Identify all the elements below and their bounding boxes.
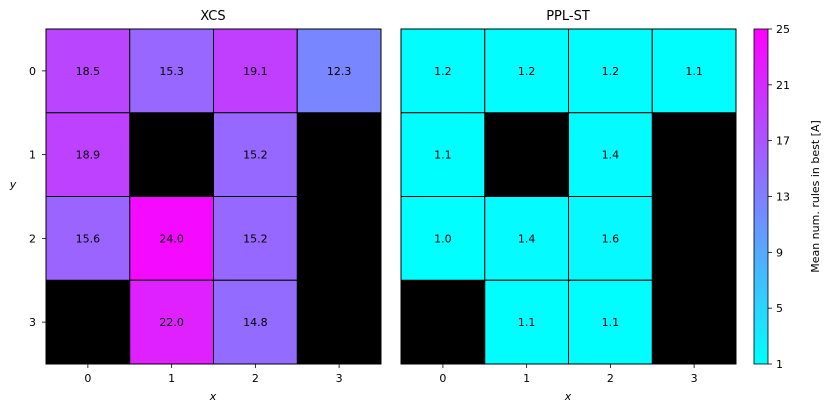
cell-value-label: 1.1 [434, 149, 452, 162]
cell-value-label: 1.6 [602, 232, 620, 245]
cell-value-label: 15.3 [159, 65, 184, 78]
heatmap-cell [129, 196, 214, 281]
heatmap-cell [45, 196, 131, 281]
cell-value-label: 1.1 [602, 316, 620, 329]
heatmap-cell [568, 196, 653, 281]
cell-value-label: 15.6 [76, 232, 101, 245]
cell-value-label: 1.2 [518, 65, 536, 78]
cell-value-label: 14.8 [243, 316, 268, 329]
cell-value-label: 1.2 [434, 65, 452, 78]
cell-value-label: 1.4 [518, 232, 536, 245]
colorbar-label: Mean num. rules in best [A] [809, 120, 822, 273]
cell-value-label: 1.1 [518, 316, 536, 329]
heatmap-cells-xcs: 18.5 15.3 19.1 12.3 18.9 15.2 15.6 24.0 15.2 22.0… [45, 28, 382, 365]
colorbar-gradient [753, 28, 769, 365]
y-tick-label: 2 [29, 232, 36, 245]
y-tick-label: 3 [29, 316, 36, 329]
x-tick-label: 2 [252, 372, 259, 385]
colorbar-tick-label: 1 [776, 358, 783, 371]
cell-value-label: 1.4 [602, 149, 620, 162]
cell-value-label: 15.2 [243, 149, 268, 162]
colorbar-tick-label: 9 [776, 246, 783, 259]
cell-value-label: 24.0 [159, 232, 184, 245]
x-ticks-ppl-st: 0 1 2 3 [439, 364, 698, 385]
colorbar-tick-label: 25 [776, 23, 790, 36]
x-ticks-xcs: 0 1 2 3 [84, 364, 343, 385]
cell-value-label: 1.2 [602, 65, 620, 78]
x-tick-label: 0 [439, 372, 446, 385]
heatmap-cell [568, 28, 653, 114]
cell-value-label: 19.1 [243, 65, 268, 78]
heatmap-cell [568, 279, 653, 365]
heatmap-cell [213, 196, 298, 281]
x-axis-label-xcs: x [209, 390, 217, 403]
heatmap-cell [400, 28, 486, 114]
cell-value-label: 22.0 [159, 316, 184, 329]
cell-value-label: 18.9 [76, 149, 101, 162]
x-tick-label: 3 [336, 372, 343, 385]
colorbar-ticks: 25 21 17 13 9 5 1 [768, 23, 790, 371]
cell-value-label: 12.3 [327, 65, 352, 78]
heatmap-ppl-st: PPL-ST 1.2 1.2 1.2 1.1 1.1 1.4 1.0 1.4 1.6 1.1 1.1… [400, 9, 737, 403]
heatmap-cell [651, 28, 737, 114]
heatmap-xcs: XCS 18.5 15.3 19.1 12.3 18.9 15.2 15.6 24.0 15.2… [9, 9, 382, 403]
cell-value-label: 15.2 [243, 232, 268, 245]
colorbar-tick-label: 13 [776, 191, 790, 204]
y-tick-label: 0 [29, 65, 36, 78]
cell-value-label: 1.1 [685, 65, 703, 78]
colorbar-tick-label: 21 [776, 79, 790, 92]
heatmap-cell [296, 28, 382, 114]
x-tick-label: 1 [168, 372, 175, 385]
y-axis-label-xcs: y [9, 178, 17, 191]
x-tick-label: 3 [691, 372, 698, 385]
chart-title-xcs: XCS [200, 9, 225, 24]
cell-value-label: 1.0 [434, 232, 452, 245]
plot-frame [45, 28, 382, 365]
chart-title-ppl-st: PPL-ST [546, 9, 590, 24]
x-tick-label: 0 [84, 372, 91, 385]
colorbar-tick-label: 5 [776, 302, 783, 315]
y-tick-label: 1 [29, 149, 36, 162]
plot-frame [400, 28, 737, 365]
colorbar: 25 21 17 13 9 5 1 Mean num. rules in best [A] [753, 23, 822, 371]
x-tick-label: 1 [523, 372, 530, 385]
colorbar-tick-label: 17 [776, 135, 790, 148]
heatmap-cell [129, 279, 214, 365]
heatmap-cell [484, 279, 569, 365]
heatmap-cell [213, 28, 298, 114]
heatmap-cell [45, 28, 131, 114]
x-axis-label-ppl-st: x [564, 390, 572, 403]
heatmap-cell [568, 112, 653, 197]
heatmap-cells-ppl-st: 1.2 1.2 1.2 1.1 1.1 1.4 1.0 1.4 1.6 1.1 1.1 [400, 28, 737, 365]
heatmap-cell [484, 196, 569, 281]
heatmap-cell [400, 196, 486, 281]
y-ticks-xcs: 0 1 2 3 [29, 65, 46, 329]
cell-value-label: 18.5 [76, 65, 101, 78]
x-tick-label: 2 [607, 372, 614, 385]
